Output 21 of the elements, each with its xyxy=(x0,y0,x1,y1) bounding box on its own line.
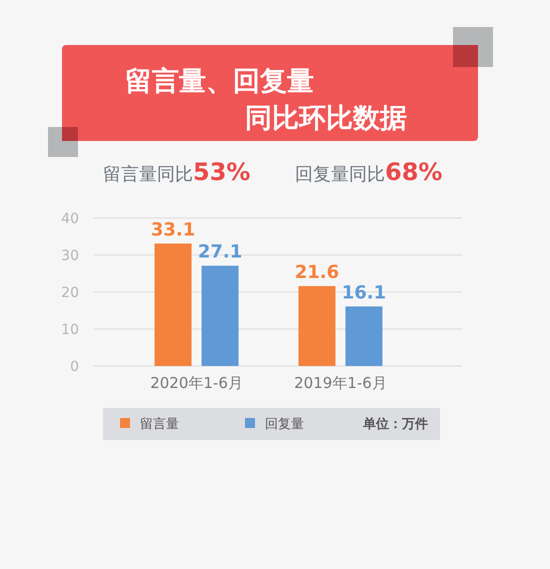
legend-label: 回复量 xyxy=(265,417,304,432)
bar xyxy=(298,286,336,366)
text: 留言量同比53% xyxy=(103,158,250,186)
data-label: 16.1 xyxy=(342,282,386,304)
bar xyxy=(154,244,192,366)
y-tick-label: 0 xyxy=(70,359,79,375)
y-tick-label: 40 xyxy=(61,211,79,227)
chart-title: 留言量、回复量同比环比数据 xyxy=(125,66,407,134)
y-tick-label: 20 xyxy=(61,285,79,301)
bar xyxy=(202,266,239,366)
data-label: 21.6 xyxy=(294,262,340,284)
x-tick-label: 2019年1-6月 xyxy=(294,374,387,392)
bar xyxy=(345,306,382,366)
text: 回复量同比68% xyxy=(295,158,442,186)
legend-label: 留言量 xyxy=(140,416,179,432)
data-label: 27.1 xyxy=(198,242,242,263)
text: 单位：万件 xyxy=(362,416,428,432)
y-tick-label: 10 xyxy=(61,322,79,338)
data-label: 33.1 xyxy=(150,220,196,241)
y-tick-label: 30 xyxy=(61,248,79,264)
x-tick-label: 2020年1-6月 xyxy=(150,374,243,392)
